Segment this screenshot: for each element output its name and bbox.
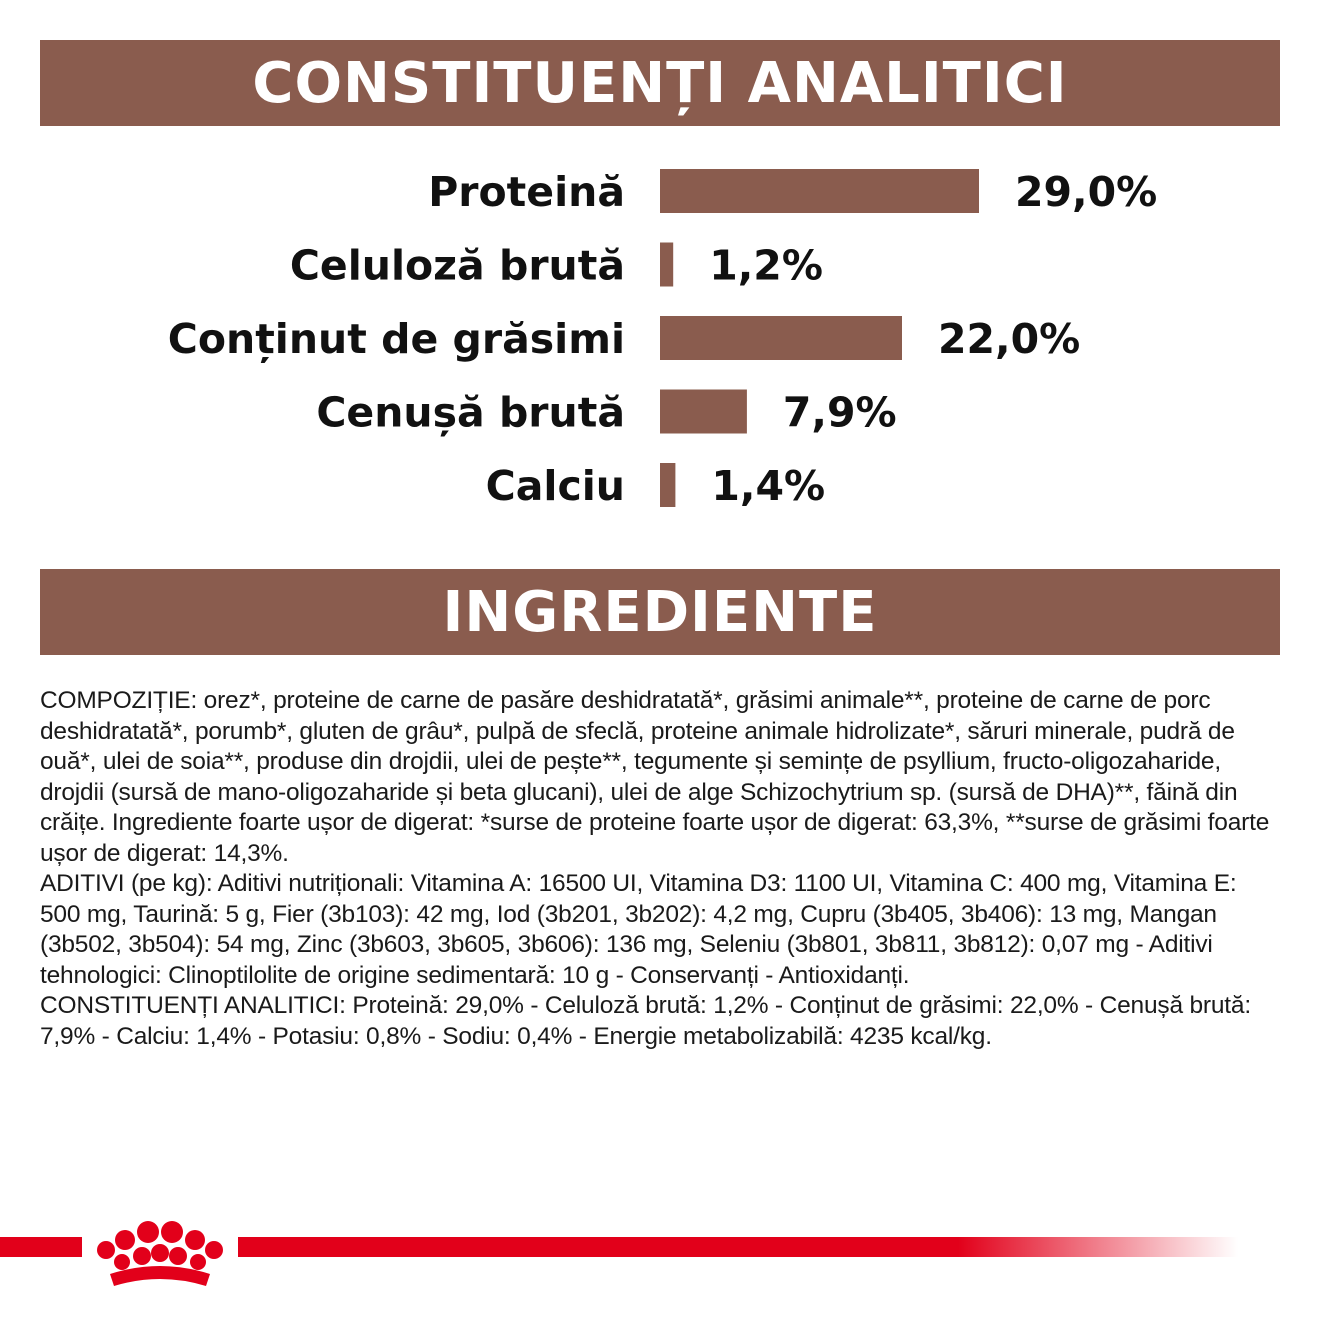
category-label: Conținut de grăsimi [168, 315, 625, 363]
category-label: Calciu [486, 462, 625, 510]
brand-line-left [0, 1237, 82, 1257]
analytic-bar-chart: Proteină 29,0% Celuloză brută 1,2% Conținut … [168, 168, 1158, 510]
brand-line-right [238, 1237, 1238, 1257]
value-bar [660, 316, 902, 360]
category-label: Proteină [428, 168, 625, 216]
value-label: 29,0% [1015, 168, 1157, 216]
value-bar [660, 389, 747, 434]
value-label: 1,4% [711, 462, 825, 510]
value-bar [660, 242, 674, 287]
crown-icon [97, 1221, 223, 1286]
category-label: Cenușă brută [316, 389, 625, 437]
ingredients-text-block: COMPOZIȚIE: orez*, proteine de carne de … [40, 686, 1280, 1052]
value-label: 22,0% [938, 315, 1080, 363]
value-bar [660, 169, 979, 213]
additives-paragraph: ADITIVI (pe kg): Aditivi nutriționali: V… [40, 870, 1237, 989]
category-label: Celuloză brută [290, 242, 625, 290]
analytic-constituents-banner: CONSTITUENȚI ANALITICI [40, 40, 1280, 126]
value-label: 7,9% [783, 389, 897, 437]
brand-footer-strip [0, 1221, 1238, 1286]
value-label: 1,2% [709, 242, 823, 290]
composition-paragraph: COMPOZIȚIE: orez*, proteine de carne de … [40, 687, 1270, 867]
ingredients-banner: INGREDIENTE [40, 569, 1280, 655]
analytic-constituents-paragraph: CONSTITUENȚI ANALITICI: Proteină: 29,0% … [40, 992, 1251, 1050]
value-bar [660, 463, 676, 507]
